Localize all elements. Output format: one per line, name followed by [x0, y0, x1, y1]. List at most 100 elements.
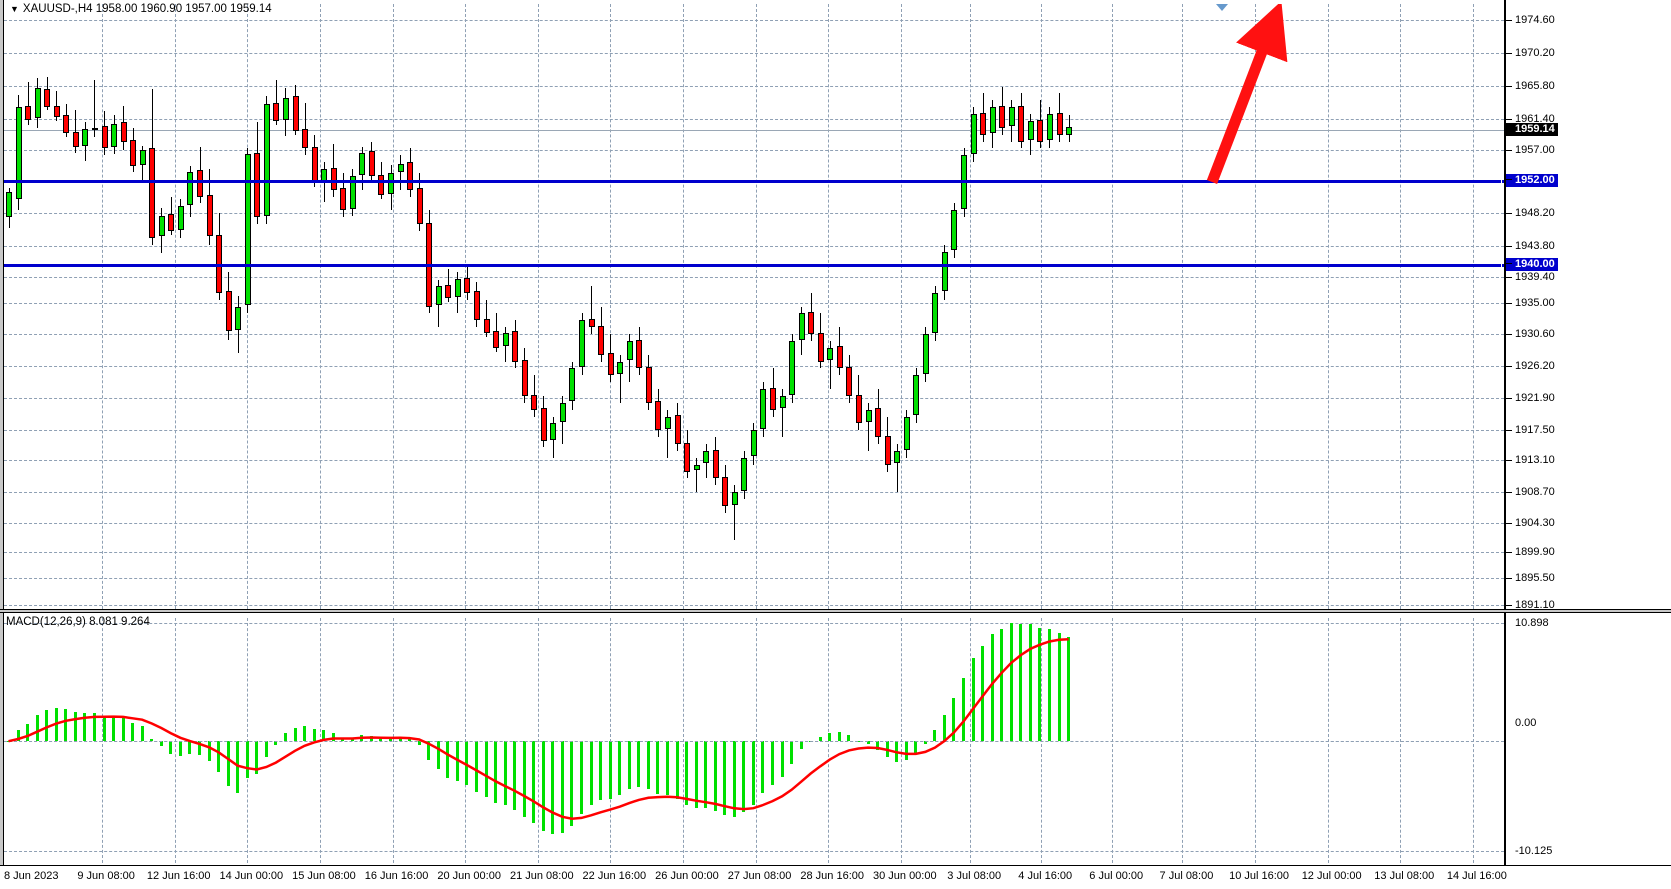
grid-line-vertical: [682, 4, 684, 609]
candlestick: [846, 4, 853, 609]
price-tick: 1895.50: [1506, 573, 1555, 584]
candlestick: [426, 4, 433, 609]
macd-histogram-bar: [198, 741, 201, 756]
price-tick: 1926.20: [1506, 361, 1555, 372]
price-pane[interactable]: ▼ XAUUSD-,H4 1958.00 1960.90 1957.00 1959…: [0, 0, 1671, 611]
candle-body: [741, 457, 748, 491]
horizontal-level-line[interactable]: [4, 179, 1504, 184]
level-line-anchor[interactable]: [1501, 179, 1504, 184]
price-plot-area[interactable]: [4, 4, 1504, 609]
macd-histogram-bar: [904, 741, 908, 761]
pane-separator[interactable]: [0, 609, 1671, 613]
candle-body: [636, 339, 643, 369]
macd-histogram-bar: [895, 741, 899, 762]
candle-body: [273, 103, 280, 121]
price-tick: 1891.10: [1506, 600, 1555, 611]
macd-histogram-bar: [723, 741, 727, 816]
time-axis[interactable]: 8 Jun 2023 9 Jun 08:00 12 Jun 16:00 14 Jun …: [0, 865, 1671, 889]
candlestick: [197, 4, 203, 609]
candle-body: [120, 122, 127, 142]
candle-body: [655, 401, 662, 431]
candlestick: [139, 4, 146, 609]
time-tick: 20 Jun 00:00: [437, 870, 501, 882]
level-line-anchor[interactable]: [1501, 263, 1504, 268]
price-axis-separator: [1504, 0, 1506, 611]
candlestick: [779, 4, 786, 609]
grid-line-vertical: [1400, 618, 1402, 863]
grid-line-vertical: [1400, 4, 1402, 609]
candle-body: [445, 284, 452, 299]
grid-line-vertical: [102, 4, 104, 609]
grid-line-horizontal: [4, 605, 1504, 606]
candle-wick: [696, 457, 698, 493]
candle-body: [779, 395, 786, 409]
grid-line-horizontal: [4, 578, 1504, 579]
price-level-label[interactable]: 1952.00: [1506, 174, 1558, 187]
candlestick: [397, 4, 404, 609]
macd-histogram-bar: [264, 741, 268, 757]
macd-tick: 0.00: [1515, 717, 1537, 729]
candlestick: [789, 4, 796, 609]
grid-line-horizontal: [4, 119, 1504, 120]
candle-body: [168, 214, 175, 231]
candlestick: [349, 4, 356, 609]
macd-histogram-bar: [226, 741, 230, 786]
candle-body: [588, 318, 595, 328]
grid-line-vertical: [319, 4, 321, 609]
collapse-caret-icon[interactable]: ▼: [10, 4, 19, 14]
macd-pane[interactable]: MACD(12,26,9) 8.081 9.264 10.898 0.00 -10.…: [0, 613, 1671, 865]
candle-body: [359, 152, 366, 175]
candle-body: [464, 277, 471, 293]
price-tick: 1974.60: [1506, 15, 1555, 26]
candlestick: [569, 4, 576, 609]
candlestick: [884, 4, 891, 609]
candle-body: [206, 195, 213, 237]
time-tick: 28 Jun 16:00: [800, 870, 864, 882]
macd-histogram-bar: [293, 727, 297, 742]
time-tick: 8 Jun 2023: [4, 870, 59, 882]
grid-line-vertical: [1472, 618, 1474, 863]
macd-histogram-bar: [761, 741, 765, 793]
price-level-label[interactable]: 1940.00: [1506, 258, 1558, 271]
candlestick: [999, 4, 1006, 609]
candlestick: [206, 4, 213, 609]
price-axis-scale[interactable]: 1974.60 1970.20 1965.80 1961.40 1957.00 1952.…: [1506, 0, 1671, 611]
candle-body: [407, 162, 414, 190]
price-tick: 1957.00: [1506, 145, 1555, 156]
candle-body: [684, 442, 691, 472]
price-tick: 1965.80: [1506, 81, 1555, 92]
candle-body: [598, 325, 605, 355]
macd-histogram-bar: [942, 714, 946, 742]
candlestick: [1008, 4, 1015, 609]
candle-wick: [486, 299, 487, 337]
macd-plot-area[interactable]: [4, 618, 1504, 863]
macd-tick: 10.898: [1515, 617, 1549, 629]
candle-body: [703, 450, 710, 464]
macd-histogram-bar: [704, 741, 708, 809]
macd-histogram-bar: [112, 716, 116, 742]
candle-body: [1056, 112, 1063, 135]
candlestick: [416, 4, 423, 609]
candle-body: [244, 153, 251, 306]
horizontal-level-line[interactable]: [4, 263, 1504, 268]
candle-body: [225, 291, 232, 332]
candle-body: [884, 435, 891, 465]
grid-line-vertical: [970, 4, 972, 609]
candlestick: [836, 4, 843, 609]
time-tick: 14 Jun 00:00: [219, 870, 284, 882]
candlestick: [493, 4, 500, 609]
candlestick: [970, 4, 977, 609]
candlestick: [770, 4, 776, 609]
macd-histogram-bar: [455, 741, 459, 782]
candle-body: [44, 89, 51, 108]
candlestick: [149, 4, 156, 609]
time-tick: 12 Jun 16:00: [146, 870, 211, 882]
candlestick: [741, 4, 748, 609]
candlestick: [330, 4, 337, 609]
grid-line-vertical: [1255, 4, 1257, 609]
candlestick: [216, 4, 223, 609]
macd-histogram-bar: [1019, 624, 1023, 742]
candlestick: [674, 4, 681, 609]
candlestick: [34, 4, 41, 609]
macd-histogram-bar: [322, 729, 326, 742]
